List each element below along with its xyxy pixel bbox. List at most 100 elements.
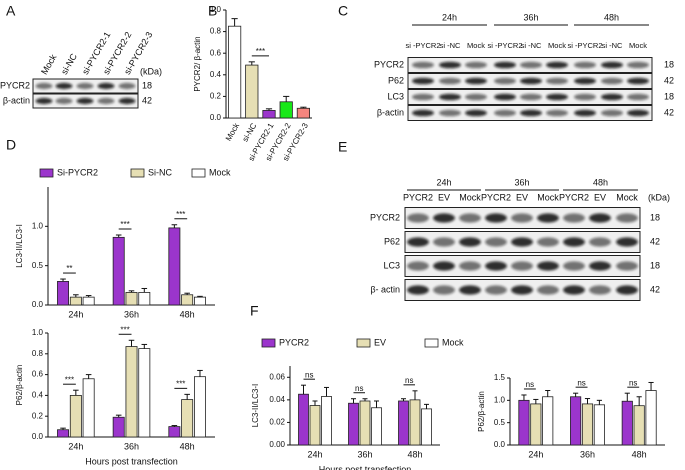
- bar: [57, 280, 69, 306]
- bar: [168, 426, 181, 438]
- y-tick-label: 1.0: [32, 221, 44, 230]
- bar: [82, 296, 95, 306]
- band: [97, 97, 115, 105]
- lane-label: Mock: [548, 41, 566, 50]
- band: [574, 77, 596, 85]
- y-tick-label: 0.4: [210, 70, 222, 79]
- error-bar: [351, 398, 356, 404]
- row-label: β-actin: [3, 95, 30, 105]
- x-tick-label: 24h: [68, 441, 83, 451]
- kda-label: 18: [664, 91, 674, 101]
- error-bar: [197, 369, 203, 377]
- lane-label: Mock: [537, 192, 559, 202]
- bar: [245, 64, 259, 119]
- y-tick-label: 0.6: [32, 370, 44, 379]
- band: [589, 261, 611, 271]
- band: [35, 82, 53, 90]
- band: [546, 77, 568, 85]
- bar: [228, 25, 242, 119]
- bar: [581, 403, 594, 446]
- error-bar: [231, 18, 238, 27]
- band: [485, 213, 507, 223]
- bar: [181, 399, 194, 438]
- legend-label: Si-PYCR2: [57, 167, 98, 177]
- band: [412, 109, 434, 117]
- bar: [593, 404, 605, 446]
- legend-swatch: [356, 338, 371, 348]
- x-tick-label: 24h: [528, 449, 543, 459]
- band: [433, 213, 455, 223]
- band: [537, 237, 559, 247]
- panel-label: F: [250, 303, 259, 319]
- panel-label: C: [338, 3, 348, 19]
- y-tick-label: 0.2: [210, 92, 222, 101]
- band: [546, 93, 568, 101]
- y-tick-label: 0.6: [210, 48, 222, 57]
- bar: [398, 400, 409, 446]
- error-bar: [60, 278, 66, 282]
- band: [601, 93, 623, 101]
- error-bar: [171, 224, 178, 228]
- error-bar: [115, 234, 122, 238]
- x-tick-label: 48h: [180, 441, 195, 451]
- bar: [279, 101, 293, 119]
- band: [465, 109, 487, 117]
- panel-label: E: [338, 139, 347, 155]
- legend-label: PYCR2: [279, 337, 309, 347]
- time-label: 36h: [514, 177, 529, 187]
- significance-label: ns: [577, 378, 585, 387]
- band: [511, 261, 533, 271]
- kda-label: 42: [664, 107, 674, 117]
- kda-label: 42: [650, 236, 660, 246]
- lane-label: si -NC: [602, 41, 623, 50]
- legend-label: Si-NC: [148, 167, 172, 177]
- error-bar: [533, 398, 539, 404]
- significance-label: ns: [405, 376, 413, 385]
- y-tick-label: 1.0: [32, 328, 44, 337]
- row-label: LC3: [387, 91, 404, 101]
- significance-label: ***: [120, 325, 129, 334]
- band: [520, 61, 542, 69]
- significance-label: ***: [176, 379, 185, 388]
- bar: [69, 394, 82, 438]
- band: [433, 261, 455, 271]
- y-tick-label: 0.00: [269, 440, 285, 449]
- lane-label: si -NC: [440, 41, 461, 50]
- lane-label: Mock: [629, 41, 647, 50]
- lane-label: Mock: [616, 192, 638, 202]
- bar: [421, 408, 432, 446]
- lane-label: EV: [438, 192, 450, 202]
- band: [616, 261, 638, 271]
- legend-swatch: [424, 338, 439, 348]
- error-bar: [412, 390, 418, 400]
- bar: [194, 376, 206, 438]
- error-bar: [197, 295, 203, 298]
- band: [546, 61, 568, 69]
- x-tick-label: 36h: [357, 449, 372, 459]
- band: [494, 109, 516, 117]
- bar: [296, 107, 310, 119]
- band: [76, 82, 94, 90]
- lane-label: si -PYCR2: [487, 41, 522, 50]
- lane-label: PYCR2: [403, 192, 433, 202]
- significance-label: ***: [120, 220, 129, 229]
- kda-label: 18: [142, 80, 152, 90]
- legend-label: EV: [374, 337, 386, 347]
- legend-label: Mock: [442, 337, 464, 347]
- lane-label: si -PYCR2: [567, 41, 602, 50]
- band: [76, 97, 94, 105]
- band: [97, 82, 115, 90]
- error-bar: [636, 396, 642, 406]
- lane-label: Mock: [459, 192, 481, 202]
- band: [407, 261, 429, 271]
- band: [459, 261, 481, 271]
- kda-label: 42: [650, 284, 660, 294]
- y-tick-label: 0.8: [32, 349, 44, 358]
- significance-label: ns: [629, 378, 637, 387]
- band: [546, 109, 568, 117]
- kda-label: 18: [664, 59, 674, 69]
- error-bar: [248, 61, 255, 66]
- band: [494, 61, 516, 69]
- legend-swatch: [39, 168, 54, 178]
